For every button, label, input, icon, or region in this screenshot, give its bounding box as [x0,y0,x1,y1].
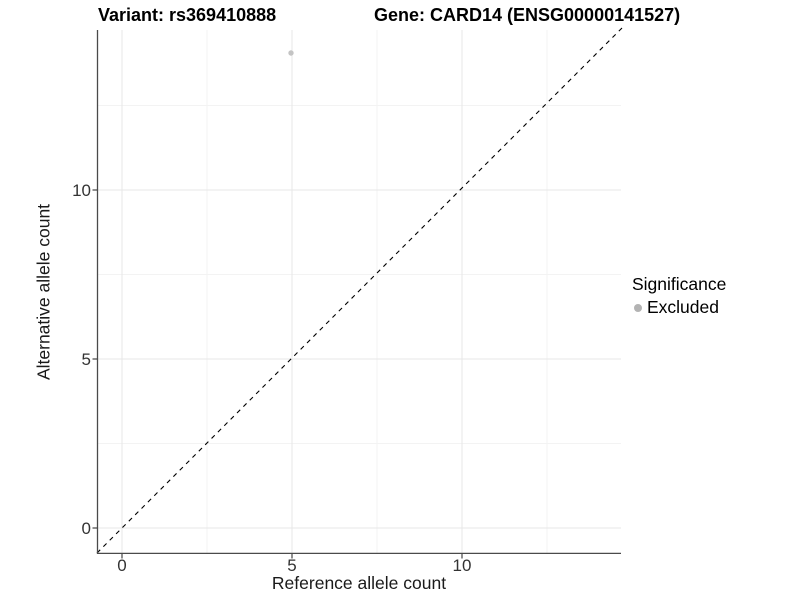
x-tick-label-10: 10 [452,556,472,575]
y-tick-label-5: 5 [81,350,91,369]
data-point-excluded [288,50,294,56]
plot-title-variant: Variant: rs369410888 [98,5,277,25]
plot-title-gene: Gene: CARD14 (ENSG00000141527) [374,5,681,25]
y-tick-label-10: 10 [72,181,91,200]
y-axis-title: Alternative allele count [33,203,54,381]
identity-line [96,27,623,554]
legend: Significance Excluded [632,274,726,318]
y-tick-label-0: 0 [81,519,91,538]
axis-lines [96,30,621,555]
grid-major [97,30,621,553]
x-tick-label-0: 0 [117,556,127,575]
x-tick-label-5: 5 [287,556,297,575]
legend-title: Significance [632,274,727,294]
legend-entry-label: Excluded [647,297,719,317]
grid-minor [97,30,621,553]
legend-entry-excluded: Excluded [632,297,726,318]
x-axis-title: Reference allele count [271,573,447,593]
legend-key-dot-icon [634,303,642,312]
axis-ticks [92,189,463,559]
